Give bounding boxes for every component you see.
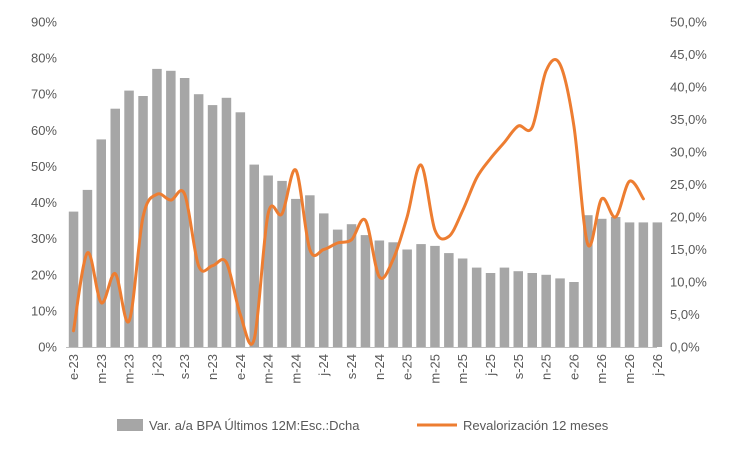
bar-37 [583,215,593,347]
legend-label-bars: Var. a/a BPA Últimos 12M:Esc.:Dcha [149,418,360,433]
y-right-tick-label: 35,0% [670,112,707,127]
y-left-tick-label: 50% [31,159,57,174]
x-tick-label: e-23 [66,354,81,380]
legend: Var. a/a BPA Últimos 12M:Esc.:Dcha Reval… [117,418,609,433]
x-tick-label: m-26 [622,354,637,384]
y-left-tick-label: 90% [31,15,57,30]
x-tick-label: m-25 [455,354,470,384]
y-left-tick-label: 30% [31,231,57,246]
bar-0 [68,211,79,347]
bar-10 [207,105,218,347]
y-right-tick-label: 15,0% [670,242,707,257]
bar-6 [152,68,162,348]
x-tick-label: e-26 [566,354,581,380]
x-tick-label: m-23 [94,354,109,384]
y-right-tick-label: 40,0% [670,80,707,95]
bar-29 [471,267,482,347]
bar-31 [499,267,510,347]
bar-33 [527,273,537,347]
legend-swatch-bars [117,419,143,431]
x-tick-label: e-24 [233,354,248,380]
x-tick-label: m-25 [427,354,442,384]
bar-34 [541,274,551,347]
bar-16 [291,198,301,347]
x-tick-label: j-24 [316,354,331,377]
y-right-tick-label: 50,0% [670,15,707,30]
bar-41 [638,222,649,347]
bar-9 [193,94,204,347]
bar-8 [179,78,190,347]
y-left-tick-label: 10% [31,303,57,318]
x-tick-label: j-26 [650,354,665,377]
bar-25 [416,244,426,347]
x-tick-label: m-26 [594,354,609,384]
x-tick-label: n-24 [372,354,387,380]
bar-35 [555,278,565,347]
bar-26 [430,245,440,347]
bar-32 [513,271,523,347]
y-right-tick-label: 10,0% [670,275,707,290]
x-tick-label: n-25 [539,354,554,380]
x-tick-label: e-25 [400,354,415,380]
bar-39 [610,217,621,347]
y-left-tick-label: 0% [38,340,57,355]
bar-27 [444,253,454,347]
bar-13 [249,164,259,347]
bar-30 [485,273,496,347]
bar-21 [360,235,371,347]
y-right-tick-label: 30,0% [670,145,707,160]
bar-12 [235,112,246,347]
bar-19 [332,229,343,347]
bar-20 [346,224,357,347]
bar-38 [597,218,607,347]
bar-22 [374,240,385,347]
x-tick-label: m-24 [261,354,276,384]
x-axis: e-23 m-23 m-23 j-23 s-23 n-23 e-24 m-24 m-24 j-24… [66,347,665,384]
y-right-tick-label: 20,0% [670,210,707,225]
bar-23 [388,242,398,347]
x-tick-label: m-24 [288,354,303,384]
bar-1 [82,189,93,347]
y-left-tick-label: 60% [31,123,57,138]
bar-42 [652,222,663,347]
bar-17 [305,195,315,347]
bar-36 [569,282,579,347]
y-axis-right: 0,0% 5,0% 10,0% 15,0% 20,0% 25,0% 30,0% 35,0% 40… [670,15,707,355]
y-left-tick-label: 20% [31,267,57,282]
x-tick-label: m-23 [122,354,137,384]
x-tick-label: n-23 [205,354,220,380]
y-left-tick-label: 80% [31,51,57,66]
bar-28 [457,258,468,347]
bar-series [68,68,663,348]
y-right-tick-label: 45,0% [670,47,707,62]
y-right-tick-label: 5,0% [670,307,700,322]
y-right-tick-label: 0,0% [670,340,700,355]
y-left-tick-label: 40% [31,195,57,210]
y-left-tick-label: 70% [31,87,57,102]
line-series-revalorizacion [72,58,645,346]
bar-4 [124,90,134,347]
bar-2 [96,139,106,347]
x-tick-label: j-23 [149,354,164,377]
bar-3 [110,108,120,347]
x-tick-label: s-24 [344,354,359,379]
x-tick-label: s-23 [177,354,192,379]
bar-40 [624,222,635,347]
legend-label-line: Revalorización 12 meses [463,418,609,433]
bar-24 [402,249,412,347]
y-right-tick-label: 25,0% [670,177,707,192]
bar-15 [277,180,287,347]
x-tick-label: j-25 [483,354,498,377]
bar-14 [263,175,273,347]
bar-18 [319,213,329,347]
bar-7 [166,70,176,348]
bar-11 [221,97,232,347]
y-axis-left: 0% 10% 20% 30% 40% 50% 60% 70% 80% 90% [31,15,57,355]
x-tick-label: s-25 [511,354,526,379]
